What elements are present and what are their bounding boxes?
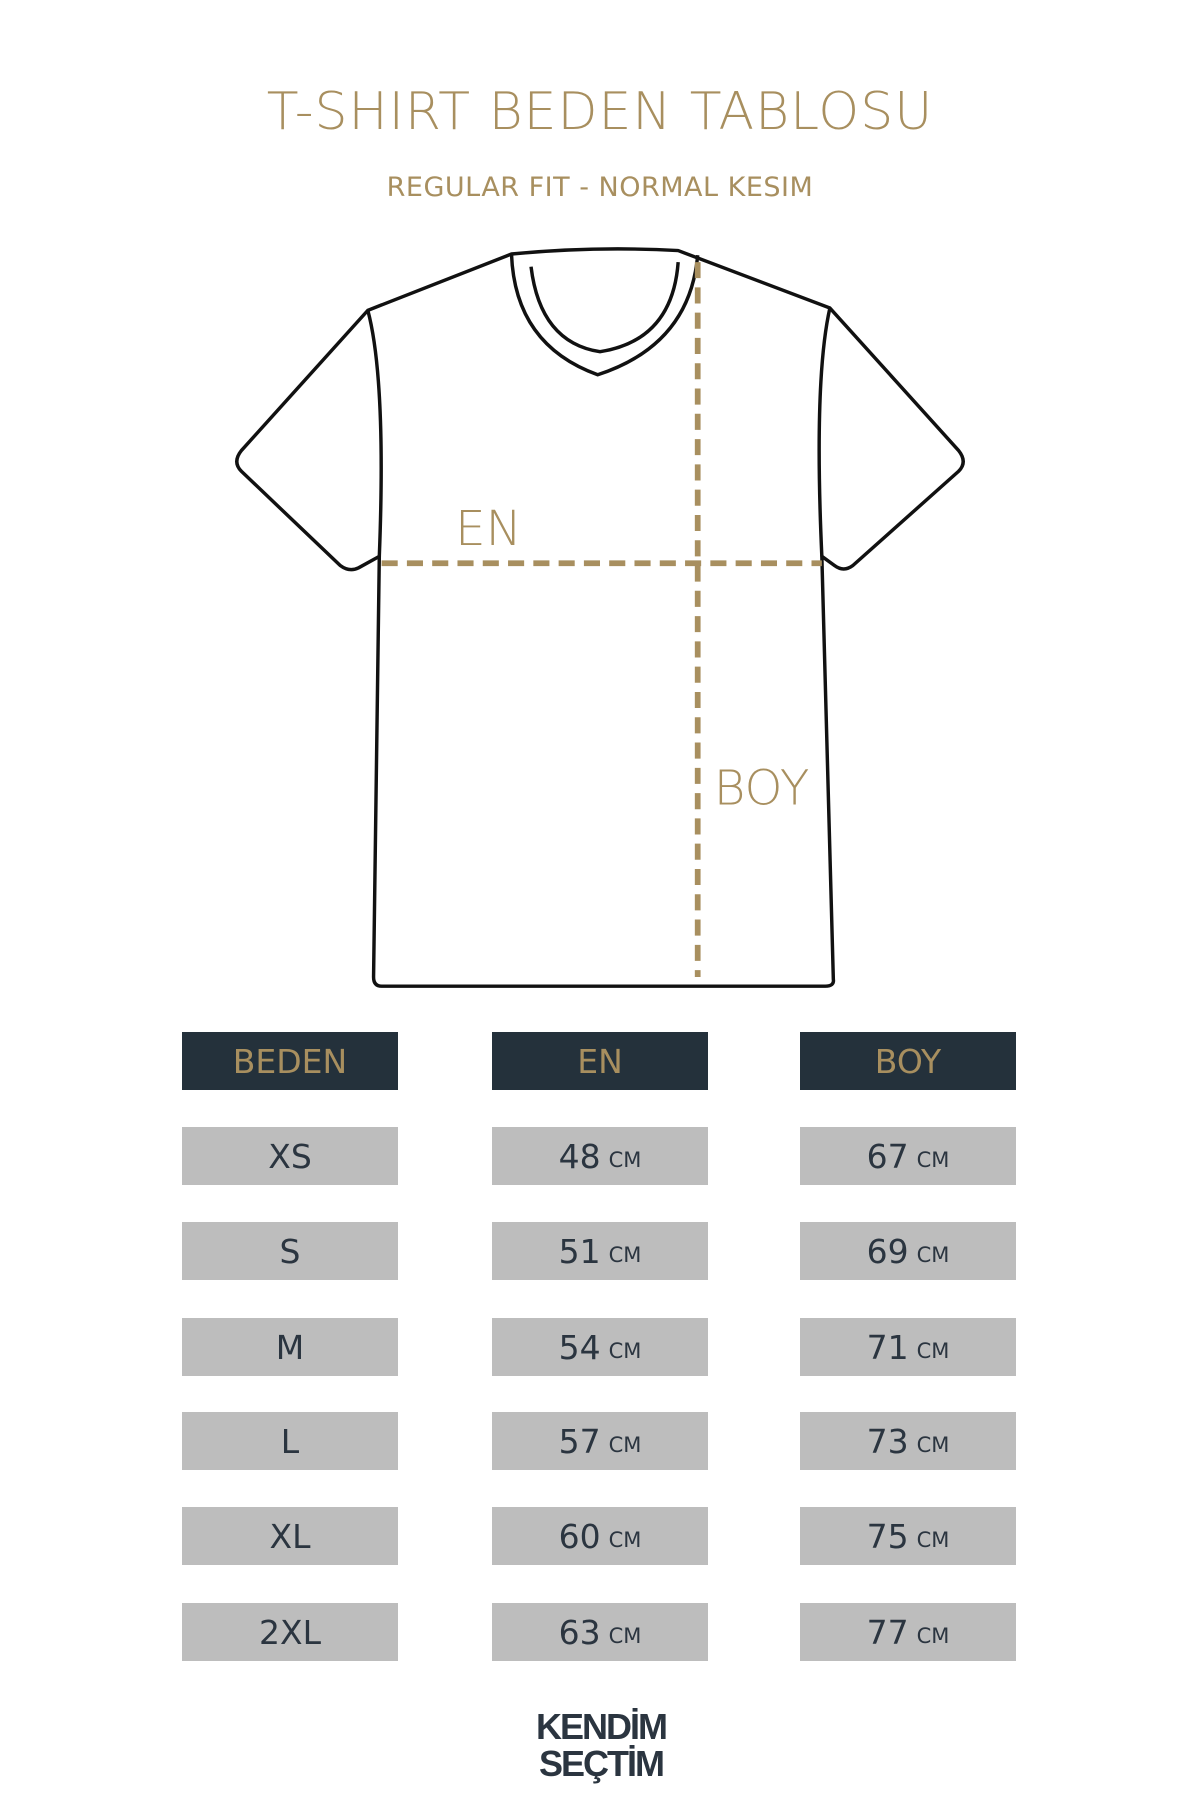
unit-label: CM	[608, 1148, 642, 1172]
tshirt-right-seam	[817, 307, 832, 557]
boy-cell: 69 CM	[800, 1222, 1016, 1280]
header-boy: BOY	[800, 1032, 1016, 1090]
header-beden: BEDEN	[182, 1032, 398, 1090]
en-cell-value: 54	[558, 1327, 601, 1367]
boy-cell-value: 77	[866, 1612, 909, 1652]
en-cell: 51 CM	[492, 1222, 708, 1280]
unit-label: CM	[916, 1243, 950, 1267]
width-label: EN	[455, 501, 522, 557]
en-cell-value: 60	[558, 1516, 601, 1556]
en-cell: 63 CM	[492, 1603, 708, 1661]
boy-cell: 73 CM	[800, 1412, 1016, 1470]
boy-cell-value: 67	[866, 1136, 909, 1176]
en-cell-value: 63	[558, 1612, 601, 1652]
boy-cell-value: 71	[866, 1327, 909, 1367]
size-cell: XL	[182, 1507, 398, 1565]
unit-label: CM	[608, 1339, 642, 1363]
unit-label: CM	[608, 1528, 642, 1552]
header-en: EN	[492, 1032, 708, 1090]
en-cell: 54 CM	[492, 1318, 708, 1376]
tshirt-left-seam	[366, 309, 383, 557]
size-cell: L	[182, 1412, 398, 1470]
page-subtitle: REGULAR FIT - NORMAL KESIM	[386, 172, 814, 203]
size-cell-value: M	[275, 1327, 305, 1367]
unit-label: CM	[608, 1433, 642, 1457]
en-cell-value: 57	[558, 1421, 601, 1461]
size-cell: M	[182, 1318, 398, 1376]
unit-label: CM	[916, 1148, 950, 1172]
boy-cell: 75 CM	[800, 1507, 1016, 1565]
unit-label: CM	[608, 1624, 642, 1648]
boy-cell: 67 CM	[800, 1127, 1016, 1185]
size-cell: XS	[182, 1127, 398, 1185]
boy-cell-value: 69	[866, 1231, 909, 1271]
en-cell: 48 CM	[492, 1127, 708, 1185]
logo-line-1: KENDİM	[536, 1706, 668, 1747]
en-cell: 60 CM	[492, 1507, 708, 1565]
size-cell: S	[182, 1222, 398, 1280]
size-cell-value: L	[280, 1421, 300, 1461]
size-cell: 2XL	[182, 1603, 398, 1661]
en-cell-value: 51	[558, 1231, 601, 1271]
en-cell: 57 CM	[492, 1412, 708, 1470]
en-cell-value: 48	[558, 1136, 601, 1176]
length-label: BOY	[714, 761, 810, 817]
boy-cell-value: 73	[866, 1421, 909, 1461]
unit-label: CM	[916, 1433, 950, 1457]
brand-logo: KENDİM SEÇTİM	[526, 1708, 676, 1782]
tshirt-outline	[235, 247, 965, 988]
size-cell-value: S	[279, 1231, 301, 1271]
boy-cell: 77 CM	[800, 1603, 1016, 1661]
unit-label: CM	[916, 1339, 950, 1363]
boy-cell-value: 75	[866, 1516, 909, 1556]
tshirt-collar-outer	[509, 253, 700, 377]
size-cell-value: XS	[268, 1136, 312, 1176]
unit-label: CM	[916, 1624, 950, 1648]
page-title: T-SHIRT BEDEN TABLOSU	[266, 82, 934, 142]
size-cell-value: XL	[269, 1516, 311, 1556]
logo-line-2: SEÇTİM	[538, 1743, 665, 1784]
unit-label: CM	[608, 1243, 642, 1267]
size-cell-value: 2XL	[259, 1612, 321, 1652]
unit-label: CM	[916, 1528, 950, 1552]
boy-cell: 71 CM	[800, 1318, 1016, 1376]
tshirt-collar-inner	[529, 261, 680, 354]
